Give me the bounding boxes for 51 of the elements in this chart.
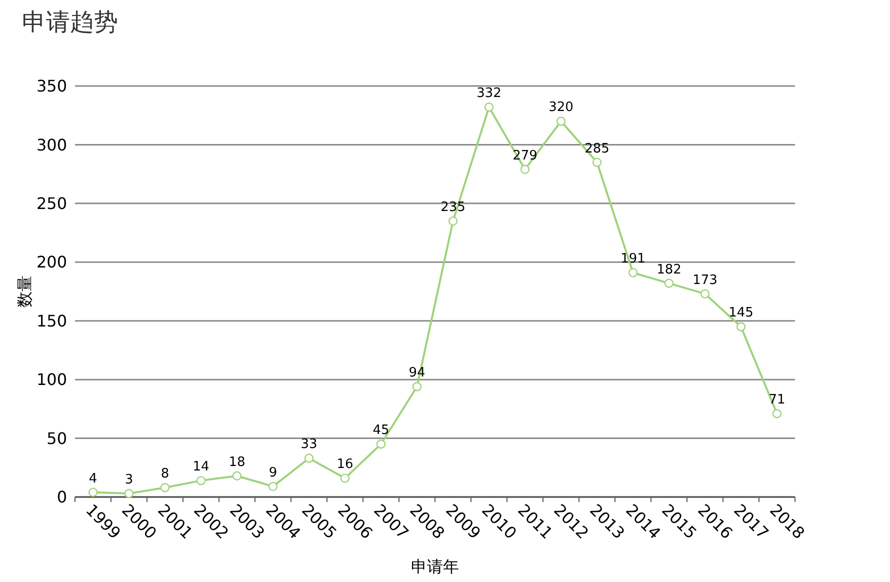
data-label: 191 bbox=[620, 252, 646, 267]
point bbox=[340, 474, 350, 483]
point bbox=[160, 483, 170, 492]
data-label: 3 bbox=[124, 472, 134, 488]
data-label: 45 bbox=[372, 423, 390, 438]
data-label: 285 bbox=[584, 141, 610, 156]
x-axis-title: 申请年 bbox=[411, 557, 459, 576]
data-label: 14 bbox=[192, 460, 210, 475]
y-tick-label: 50 bbox=[46, 428, 67, 448]
data-label: 18 bbox=[228, 454, 246, 470]
point bbox=[412, 382, 422, 392]
data-label: 94 bbox=[408, 366, 426, 381]
point bbox=[772, 409, 782, 418]
y-tick-label: 350 bbox=[36, 76, 67, 96]
data-label: 145 bbox=[728, 306, 754, 321]
point bbox=[664, 278, 674, 288]
y-axis-title: 数量 bbox=[15, 276, 34, 308]
point bbox=[448, 216, 458, 226]
point bbox=[88, 488, 98, 497]
data-label: 182 bbox=[656, 262, 682, 278]
point bbox=[592, 158, 602, 167]
y-tick-label: 200 bbox=[36, 252, 67, 272]
point bbox=[628, 268, 638, 278]
point bbox=[376, 440, 386, 449]
point bbox=[484, 102, 494, 112]
point bbox=[736, 322, 746, 332]
data-label: 9 bbox=[268, 465, 278, 480]
y-tick-label: 100 bbox=[36, 370, 67, 390]
data-label: 33 bbox=[300, 437, 318, 452]
data-label: 16 bbox=[336, 457, 354, 472]
data-label: 71 bbox=[768, 392, 786, 408]
data-label: 173 bbox=[692, 272, 718, 288]
point bbox=[700, 289, 710, 298]
data-label: 320 bbox=[548, 100, 574, 116]
point bbox=[268, 482, 278, 492]
y-tick-label: 250 bbox=[36, 194, 67, 214]
data-label: 332 bbox=[476, 86, 502, 102]
data-label: 4 bbox=[88, 471, 98, 486]
point bbox=[196, 476, 206, 486]
chart-title: 申请趋势 bbox=[22, 8, 118, 36]
point bbox=[124, 488, 134, 498]
data-label: 279 bbox=[512, 148, 538, 164]
point bbox=[232, 471, 242, 480]
point bbox=[556, 116, 566, 126]
y-tick-label: 150 bbox=[36, 311, 67, 330]
data-label: 8 bbox=[160, 466, 170, 482]
y-tick-label: 0 bbox=[56, 488, 67, 507]
data-label: 235 bbox=[440, 200, 466, 216]
point bbox=[304, 454, 314, 463]
y-tick-label: 300 bbox=[36, 135, 67, 154]
point bbox=[520, 164, 530, 174]
